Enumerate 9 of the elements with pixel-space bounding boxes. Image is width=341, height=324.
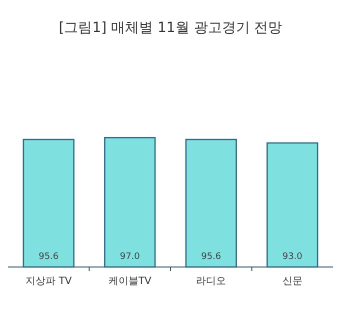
x-tick-label: 라디오 (196, 276, 226, 287)
data-label: 97.0 (120, 252, 140, 262)
chart-title: [그림1] 매체별 11월 광고경기 전망 (58, 20, 282, 36)
data-label: 95.6 (201, 252, 222, 262)
data-label: 93.0 (282, 252, 303, 262)
data-label: 95.6 (38, 252, 59, 262)
x-tick-label: 지상파 TV (26, 276, 72, 287)
x-tick-label: 신문 (282, 276, 302, 287)
x-tick-label: 케이블TV (108, 276, 152, 287)
